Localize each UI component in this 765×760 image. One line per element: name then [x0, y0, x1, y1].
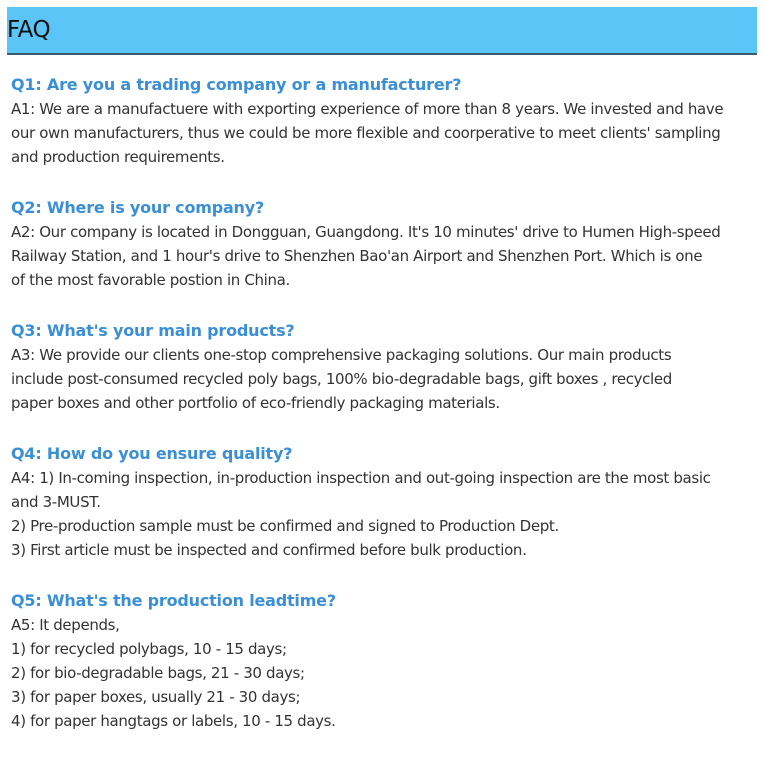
faq-item: Q1: Are you a trading company or a manuf… [11, 73, 761, 169]
faq-item: Q5: What's the production leadtime? A5: I… [11, 589, 761, 733]
faq-answer-line: 2) for bio-degradable bags, 21 - 30 days… [11, 664, 305, 682]
faq-answer-line: 3) for paper boxes, usually 21 - 30 days… [11, 688, 301, 706]
faq-answer-line: A5: It depends, [11, 616, 120, 634]
faq-answer-line: A1: We are a manufactuere with exporting… [11, 100, 724, 118]
faq-answer: A3: We provide our clients one-stop comp… [11, 343, 761, 415]
faq-answer-line: 3) First article must be inspected and c… [11, 541, 527, 559]
faq-item: Q2: Where is your company? A2: Our compan… [11, 196, 761, 292]
faq-answer-line: and 3-MUST. [11, 493, 101, 511]
faq-answer-line: 4) for paper hangtags or labels, 10 - 15… [11, 712, 336, 730]
faq-item: Q3: What's your main products? A3: We pro… [11, 319, 761, 415]
faq-title: FAQ [7, 17, 51, 43]
faq-answer-line: 1) for recycled polybags, 10 - 15 days; [11, 640, 287, 658]
faq-answer-line: Railway Station, and 1 hour's drive to S… [11, 247, 703, 265]
faq-answer-line: paper boxes and other portfolio of eco-f… [11, 394, 500, 412]
faq-question: Q5: What's the production leadtime? [11, 591, 336, 610]
faq-answer: A5: It depends, 1) for recycled polybags,… [11, 613, 761, 733]
faq-answer: A2: Our company is located in Dongguan, … [11, 220, 761, 292]
faq-question: Q4: How do you ensure quality? [11, 444, 293, 463]
faq-answer-line: of the most favorable postion in China. [11, 271, 290, 289]
faq-answer: A1: We are a manufactuere with exporting… [11, 97, 761, 169]
faq-answer-line: A2: Our company is located in Dongguan, … [11, 223, 721, 241]
faq-question: Q3: What's your main products? [11, 321, 295, 340]
faq-answer-line: 2) Pre-production sample must be confirm… [11, 517, 559, 535]
faq-answer-line: A4: 1) In-coming inspection, in-producti… [11, 469, 711, 487]
faq-list: Q1: Are you a trading company or a manuf… [11, 73, 761, 760]
faq-answer-line: A3: We provide our clients one-stop comp… [11, 346, 672, 364]
faq-question: Q1: Are you a trading company or a manuf… [11, 75, 462, 94]
faq-answer-line: include post-consumed recycled poly bags… [11, 370, 672, 388]
faq-question: Q2: Where is your company? [11, 198, 265, 217]
faq-answer-line: our own manufacturers, thus we could be … [11, 124, 721, 142]
faq-item: Q4: How do you ensure quality? A4: 1) In-… [11, 442, 761, 562]
faq-answer: A4: 1) In-coming inspection, in-producti… [11, 466, 761, 562]
faq-header: FAQ [7, 7, 757, 55]
faq-answer-line: and production requirements. [11, 148, 225, 166]
